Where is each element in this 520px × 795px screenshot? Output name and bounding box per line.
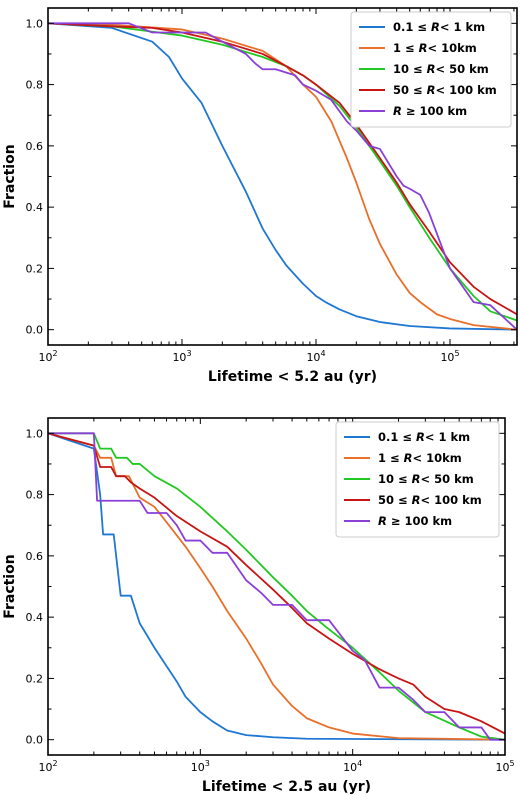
legend: 0.1 ≤ R< 1 km 1 ≤ R< 10km 10 ≤ R< 50 km 50 … [350, 11, 512, 128]
y-tick-label: 0.0 [26, 324, 44, 337]
y-tick-label: 0.2 [26, 672, 44, 685]
series-line-5 [48, 432, 505, 741]
legend-entry-5: R ≥ 100 km [393, 104, 467, 118]
series-line-4 [48, 432, 505, 735]
legend: 0.1 ≤ R< 1 km 1 ≤ R< 10km 10 ≤ R< 50 km 50 … [335, 421, 500, 538]
y-tick-label: 0.8 [26, 489, 44, 502]
series-line-1 [48, 432, 505, 741]
legend-box [335, 421, 500, 538]
legend-entry-3: 10 ≤ R< 50 km [378, 472, 474, 486]
legend-entry-4: 50 ≤ R< 100 km [393, 83, 497, 97]
chart-2: 102 103 104 105 0.0 0.2 0.4 0.6 0.8 1.0 Lifetime <… [2, 417, 515, 795]
series-line-2 [48, 22, 517, 331]
y-tick-label: 0.4 [26, 611, 44, 624]
y-axis-label: Fraction [2, 144, 18, 208]
y-tick-label: 0.4 [26, 201, 44, 214]
y-tick-label: 1.0 [26, 427, 44, 440]
x-tick-label: 103 [172, 349, 191, 364]
y-tick-label: 0.6 [26, 140, 44, 153]
legend-entry-4: 50 ≤ R< 100 km [378, 493, 482, 507]
legend-entry-5: R ≥ 100 km [378, 514, 452, 528]
x-tick-label: 102 [38, 349, 57, 364]
x-tick-label: 104 [306, 349, 325, 364]
series-lines [48, 432, 505, 741]
x-tick-label: 103 [191, 759, 210, 774]
legend-entry-1: 0.1 ≤ R< 1 km [393, 20, 485, 34]
legend-entry-1: 0.1 ≤ R< 1 km [378, 430, 470, 444]
legend-entry-2: 1 ≤ R< 10km [393, 41, 477, 55]
y-tick-label: 1.0 [26, 17, 44, 30]
x-axis-label: Lifetime < 2.5 au (yr) [202, 779, 371, 795]
series-line-2 [48, 432, 505, 741]
series-line-5 [48, 22, 517, 331]
series-line-3 [48, 432, 505, 741]
y-tick-label: 0.8 [26, 79, 44, 92]
series-line-1 [48, 22, 517, 331]
chart-1: 102 103 104 105 0.0 0.2 0.4 0.6 0.8 1.0 Lifetime <… [2, 7, 518, 385]
series-lines [48, 22, 517, 331]
y-axis-label: Fraction [2, 554, 18, 618]
x-axis-label: Lifetime < 5.2 au (yr) [208, 369, 377, 385]
legend-box [350, 11, 512, 128]
y-tick-label: 0.2 [26, 262, 44, 275]
legend-entry-2: 1 ≤ R< 10km [378, 451, 462, 465]
x-tick-label: 105 [495, 759, 514, 774]
y-tick-label: 0.0 [26, 734, 44, 747]
y-tick-label: 0.6 [26, 550, 44, 563]
x-tick-label: 105 [440, 349, 459, 364]
x-tick-label: 102 [38, 759, 57, 774]
x-tick-label: 104 [343, 759, 362, 774]
legend-entry-3: 10 ≤ R< 50 km [393, 62, 489, 76]
